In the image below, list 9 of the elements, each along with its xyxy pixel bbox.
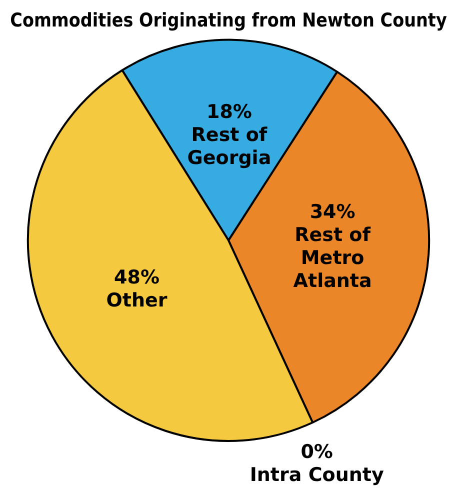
text: 0% xyxy=(300,441,333,464)
data-label: 18% xyxy=(206,101,252,124)
category-label: Intra County xyxy=(250,464,384,486)
data-label: 48% xyxy=(114,266,160,288)
slice-label: Rest of Georgia xyxy=(187,124,272,170)
slice-label: Other xyxy=(106,289,168,312)
chart-title: Commodities Originating from Newton County xyxy=(10,9,448,32)
slice-label: Rest of Metro Atlanta xyxy=(293,224,372,292)
data-label: 34% xyxy=(310,201,356,224)
